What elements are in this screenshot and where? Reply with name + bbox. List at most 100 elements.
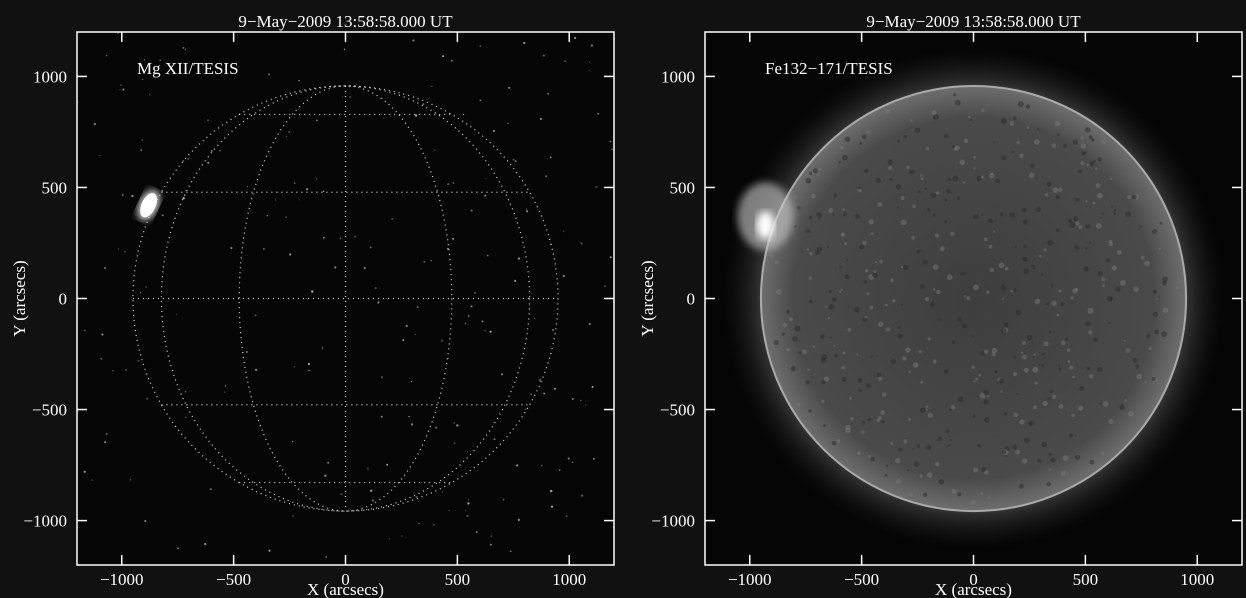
disk-texture [983, 399, 988, 404]
disk-texture [920, 408, 925, 413]
noise-dot [610, 256, 612, 258]
disk-texture [1096, 183, 1101, 188]
disk-texture [871, 232, 874, 235]
disk-texture [930, 302, 935, 307]
disk-texture [782, 323, 787, 328]
disk-texture [864, 280, 867, 283]
disk-texture [999, 378, 1004, 383]
disk-texture [1039, 255, 1042, 258]
noise-dot [101, 333, 103, 335]
noise-dot [543, 55, 545, 57]
disk-texture [832, 297, 837, 302]
noise-dot [435, 426, 437, 428]
disk-texture [931, 193, 936, 198]
disk-texture [880, 410, 885, 415]
disk-texture [808, 409, 811, 412]
noise-dot [501, 373, 503, 375]
disk-texture [921, 177, 924, 180]
noise-dot [324, 475, 326, 477]
disk-texture [809, 276, 812, 279]
disk-texture [1034, 139, 1040, 145]
noise-dot [423, 103, 425, 105]
disk-texture [809, 252, 813, 256]
noise-dot [554, 388, 556, 390]
noise-dot [543, 393, 545, 395]
disk-texture [882, 392, 886, 396]
noise-dot [266, 215, 267, 216]
disk-texture [1052, 301, 1057, 306]
disk-texture [1067, 349, 1070, 352]
disk-texture [1115, 287, 1120, 292]
x-axis-label: X (arcsecs) [935, 580, 1012, 598]
disk-texture [832, 441, 837, 446]
disk-texture [1089, 374, 1094, 379]
disk-texture [1159, 248, 1161, 250]
noise-dot [340, 493, 342, 495]
disk-texture [1081, 161, 1085, 165]
disk-texture [1013, 117, 1017, 121]
disk-texture [1124, 399, 1127, 402]
disk-texture [859, 142, 862, 145]
disk-texture [1014, 413, 1018, 417]
disk-texture [890, 442, 893, 445]
disk-texture [944, 134, 948, 138]
disk-texture [1049, 453, 1052, 456]
disk-texture [1146, 334, 1150, 338]
disk-texture [1047, 182, 1052, 187]
disk-texture [962, 323, 967, 328]
disk-texture [1085, 200, 1087, 202]
disk-texture [972, 335, 974, 337]
disk-texture [1055, 121, 1061, 127]
disk-texture [841, 289, 843, 291]
disk-texture [1023, 219, 1028, 224]
disk-texture [770, 254, 774, 258]
noise-dot [604, 285, 606, 287]
disk-texture [1046, 302, 1049, 305]
disk-texture [1056, 195, 1060, 199]
disk-texture [906, 166, 909, 169]
disk-texture [846, 259, 848, 261]
disk-texture [809, 216, 812, 219]
disk-texture [1088, 330, 1092, 334]
disk-texture [1059, 404, 1064, 409]
noise-dot [540, 118, 542, 120]
noise-dot [322, 347, 323, 348]
disk-texture [933, 359, 937, 363]
disk-texture [1176, 287, 1178, 289]
disk-texture [1144, 381, 1146, 383]
disk-texture [844, 242, 847, 245]
x-tick-label: −1000 [728, 570, 772, 589]
disk-texture [849, 397, 852, 400]
noise-dot [185, 391, 186, 392]
disk-texture [1106, 259, 1110, 263]
noise-dot [372, 499, 374, 501]
disk-texture [859, 389, 862, 392]
noise-dot [591, 44, 593, 46]
disk-texture [1078, 170, 1082, 174]
disk-texture [782, 333, 785, 336]
noise-dot [415, 114, 417, 116]
disk-texture [885, 304, 888, 307]
disk-texture [1041, 273, 1044, 276]
noise-dot [120, 85, 121, 86]
disk-texture [1091, 138, 1094, 141]
noise-dot [122, 89, 124, 91]
disk-texture [1001, 328, 1007, 334]
disk-texture [876, 178, 881, 183]
disk-texture [1053, 187, 1059, 193]
disk-texture [928, 337, 931, 340]
disk-texture [1084, 266, 1090, 272]
disk-texture [1013, 289, 1016, 292]
disk-texture [989, 245, 993, 249]
disk-texture [1017, 141, 1020, 144]
disk-texture [871, 457, 875, 461]
disk-texture [925, 297, 929, 301]
disk-texture [973, 156, 976, 159]
disk-texture [1013, 355, 1016, 358]
disk-texture [897, 326, 900, 329]
noise-dot [595, 186, 597, 188]
x-tick-label: −1000 [100, 570, 144, 589]
noise-dot [417, 306, 419, 308]
disk-texture [933, 214, 936, 217]
disk-texture [918, 190, 921, 193]
